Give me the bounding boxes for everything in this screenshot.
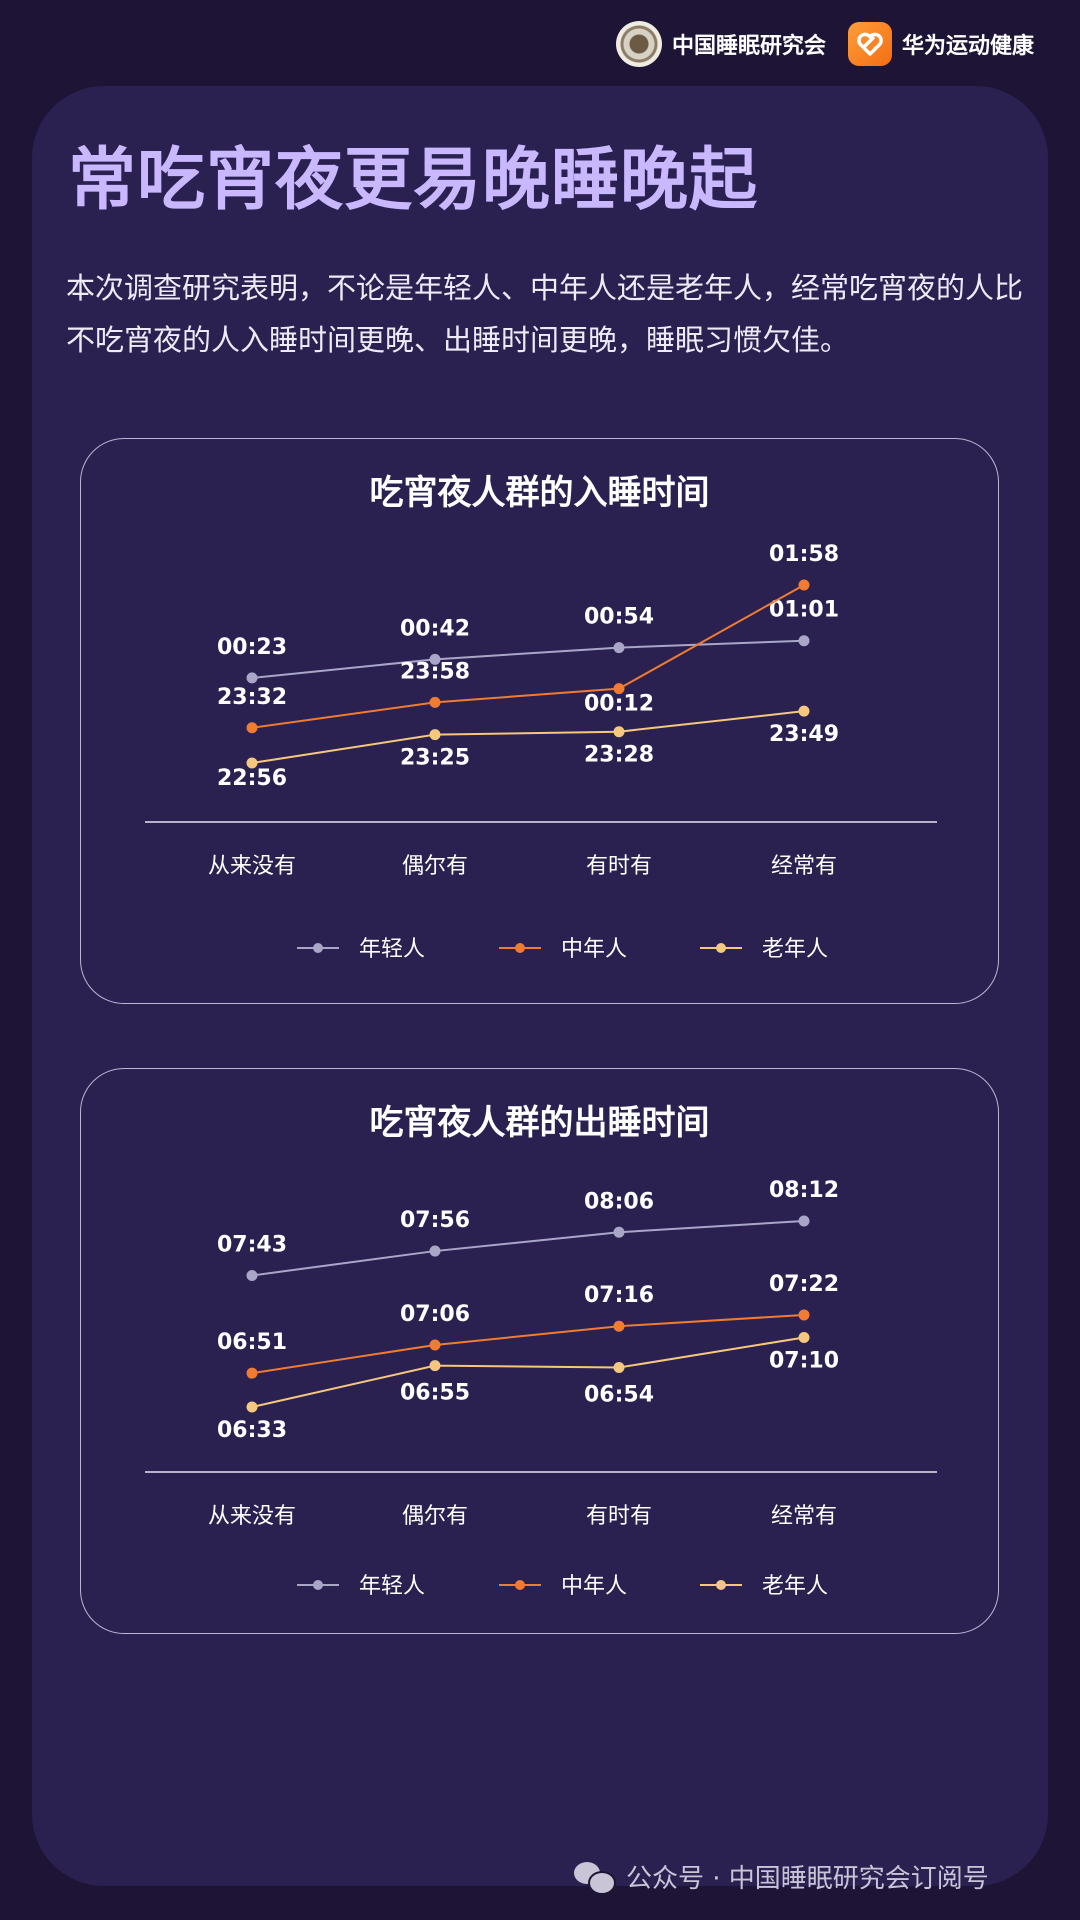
data-label-old: 23:49 <box>769 722 839 747</box>
data-point-middle <box>246 1367 258 1379</box>
category-label: 偶尔有 <box>402 1504 468 1529</box>
category-label: 偶尔有 <box>402 854 468 879</box>
data-point-young <box>798 635 810 647</box>
wechat-icon <box>574 1861 616 1895</box>
chart-title: 吃宵夜人群的入睡时间 <box>369 473 710 513</box>
data-point-young <box>613 642 625 654</box>
data-point-old <box>613 726 625 738</box>
data-point-young <box>613 1226 625 1238</box>
data-label-young: 00:23 <box>217 635 287 660</box>
series-line-old <box>251 1336 805 1408</box>
data-point-old <box>246 1401 258 1413</box>
data-point-young <box>429 653 441 665</box>
org1-name: 中国睡眠研究会 <box>671 34 826 59</box>
data-point-young <box>246 1269 258 1281</box>
series-line-old <box>251 710 805 764</box>
data-label-middle: 06:51 <box>217 1330 287 1355</box>
data-label-old: 06:33 <box>217 1418 287 1443</box>
series-line-young <box>251 639 805 679</box>
data-label-middle: 01:58 <box>769 542 839 567</box>
data-point-middle <box>246 722 258 734</box>
legend-label: 老年人 <box>762 937 828 962</box>
data-label-middle: 07:22 <box>769 1272 839 1297</box>
data-label-young: 08:06 <box>584 1189 654 1214</box>
category-label: 经常有 <box>771 1504 837 1529</box>
data-point-young <box>798 1215 810 1227</box>
data-point-old <box>429 1360 441 1372</box>
page-title: 常吃宵夜更易晚睡晚起 <box>68 141 759 220</box>
legend-label: 年轻人 <box>359 937 425 962</box>
data-label-middle: 07:16 <box>584 1283 654 1308</box>
brand-csrs: 中国睡眠研究会 <box>615 21 826 67</box>
series-line-young <box>251 1220 805 1277</box>
data-label-young: 07:56 <box>400 1208 470 1233</box>
data-label-old: 06:54 <box>584 1383 654 1408</box>
footer-text: 公众号 · 中国睡眠研究会订阅号 <box>626 1864 989 1894</box>
data-point-old <box>798 705 810 717</box>
data-point-young <box>429 1245 441 1257</box>
legend-swatch-dot <box>515 943 525 953</box>
legend-swatch-dot <box>716 943 726 953</box>
chart-wake-time: 从来没有 偶尔有 有时有 经常有 07:43 07:56 08:06 08:12 06:51 07… <box>145 1178 937 1599</box>
category-label: 有时有 <box>586 854 652 879</box>
data-label-young: 00:42 <box>400 616 470 641</box>
footer: 公众号 · 中国睡眠研究会订阅号 <box>574 1858 989 1895</box>
legend-swatch-dot <box>716 1580 726 1590</box>
legend-label: 中年人 <box>561 1574 627 1599</box>
data-point-middle <box>613 1320 625 1332</box>
data-label-young: 01:01 <box>769 598 839 623</box>
legend-swatch-dot <box>313 943 323 953</box>
series-line-middle <box>251 584 805 729</box>
legend-label: 中年人 <box>561 937 627 962</box>
data-point-middle <box>798 1309 810 1321</box>
data-point-middle <box>798 579 810 591</box>
series-line-middle <box>251 1313 805 1375</box>
brand-huawei-health: 华为运动健康 <box>847 22 1034 66</box>
data-point-old <box>429 729 441 741</box>
legend-swatch-dot <box>313 1580 323 1590</box>
data-point-old <box>613 1362 625 1374</box>
chart-sleep-onset: 从来没有 偶尔有 有时有 经常有 00:23 00:42 00:54 01:01 23:32 23… <box>145 542 937 962</box>
huawei-health-logo-icon <box>847 22 892 66</box>
intro-paragraph: 本次调查研究表明，不论是年轻人、中年人还是老年人，经常吃宵夜的人比不吃宵夜的人入… <box>66 271 1024 357</box>
data-label-old: 07:10 <box>769 1348 839 1373</box>
data-point-old <box>798 1331 810 1343</box>
data-label-young: 00:54 <box>584 605 654 630</box>
chart-card-sleep-onset: 吃宵夜人群的入睡时间 从来没有 偶尔有 有时有 经常有 00:23 00:42 00:54 0… <box>80 438 999 1004</box>
data-label-old: 23:25 <box>400 746 470 771</box>
data-label-young: 07:43 <box>217 1232 287 1257</box>
category-label: 有时有 <box>586 1504 652 1529</box>
data-label-middle: 23:32 <box>217 685 287 710</box>
data-point-old <box>246 757 258 769</box>
data-label-old: 06:55 <box>400 1381 470 1406</box>
data-label-middle: 23:58 <box>400 659 470 684</box>
data-label-old: 23:28 <box>584 743 654 768</box>
legend-label: 年轻人 <box>359 1574 425 1599</box>
top-bar: 中国睡眠研究会 华为运动健康 <box>0 0 1080 88</box>
data-point-middle <box>429 696 441 708</box>
category-label: 从来没有 <box>208 854 296 879</box>
legend-swatch-dot <box>515 1580 525 1590</box>
category-label: 从来没有 <box>208 1504 296 1529</box>
legend-label: 老年人 <box>762 1574 828 1599</box>
data-label-middle: 00:12 <box>584 692 654 717</box>
data-label-middle: 07:06 <box>400 1302 470 1327</box>
data-point-middle <box>613 683 625 695</box>
category-label: 经常有 <box>771 854 837 879</box>
chart-card-wake-time: 吃宵夜人群的出睡时间 从来没有 偶尔有 有时有 经常有 07:43 07:56 08:06 0… <box>80 1068 999 1634</box>
org2-name: 华为运动健康 <box>901 34 1034 59</box>
chart-title: 吃宵夜人群的出睡时间 <box>369 1103 710 1143</box>
csrs-logo-icon <box>615 21 662 67</box>
data-label-young: 08:12 <box>769 1178 839 1203</box>
data-point-middle <box>429 1339 441 1351</box>
data-point-young <box>246 672 258 684</box>
data-label-old: 22:56 <box>217 766 287 791</box>
